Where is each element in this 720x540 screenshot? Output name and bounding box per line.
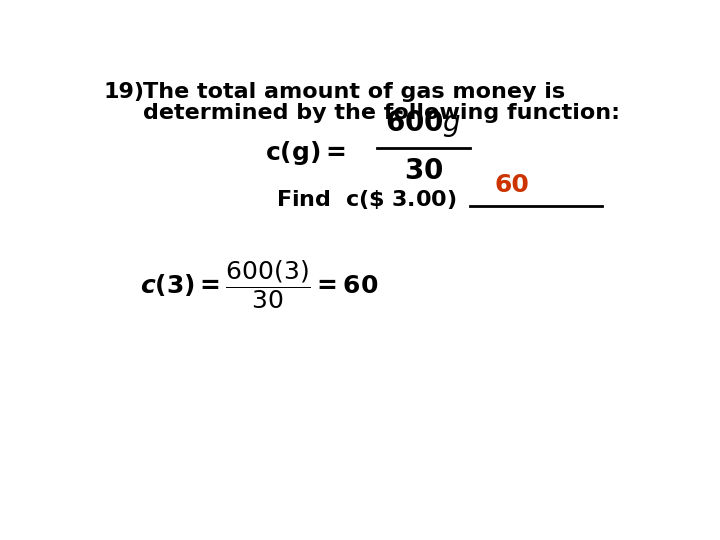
Text: determined by the following function:: determined by the following function: (143, 103, 620, 123)
Text: $\boldsymbol{c(3) = \dfrac{600(3)}{30} = 60}$: $\boldsymbol{c(3) = \dfrac{600(3)}{30} =… (140, 258, 379, 310)
Text: $\mathbf{600\mathit{g}}$: $\mathbf{600\mathit{g}}$ (385, 109, 462, 139)
Text: 60: 60 (495, 173, 530, 197)
Text: $\mathbf{Find\ \ c(\$\ 3.00)}$: $\mathbf{Find\ \ c(\$\ 3.00)}$ (276, 188, 456, 211)
Text: The total amount of gas money is: The total amount of gas money is (143, 82, 564, 102)
Text: $\mathbf{c(g) =}$: $\mathbf{c(g) =}$ (265, 139, 346, 167)
Text: 19): 19) (104, 82, 145, 102)
Text: $\mathbf{30}$: $\mathbf{30}$ (404, 157, 443, 185)
